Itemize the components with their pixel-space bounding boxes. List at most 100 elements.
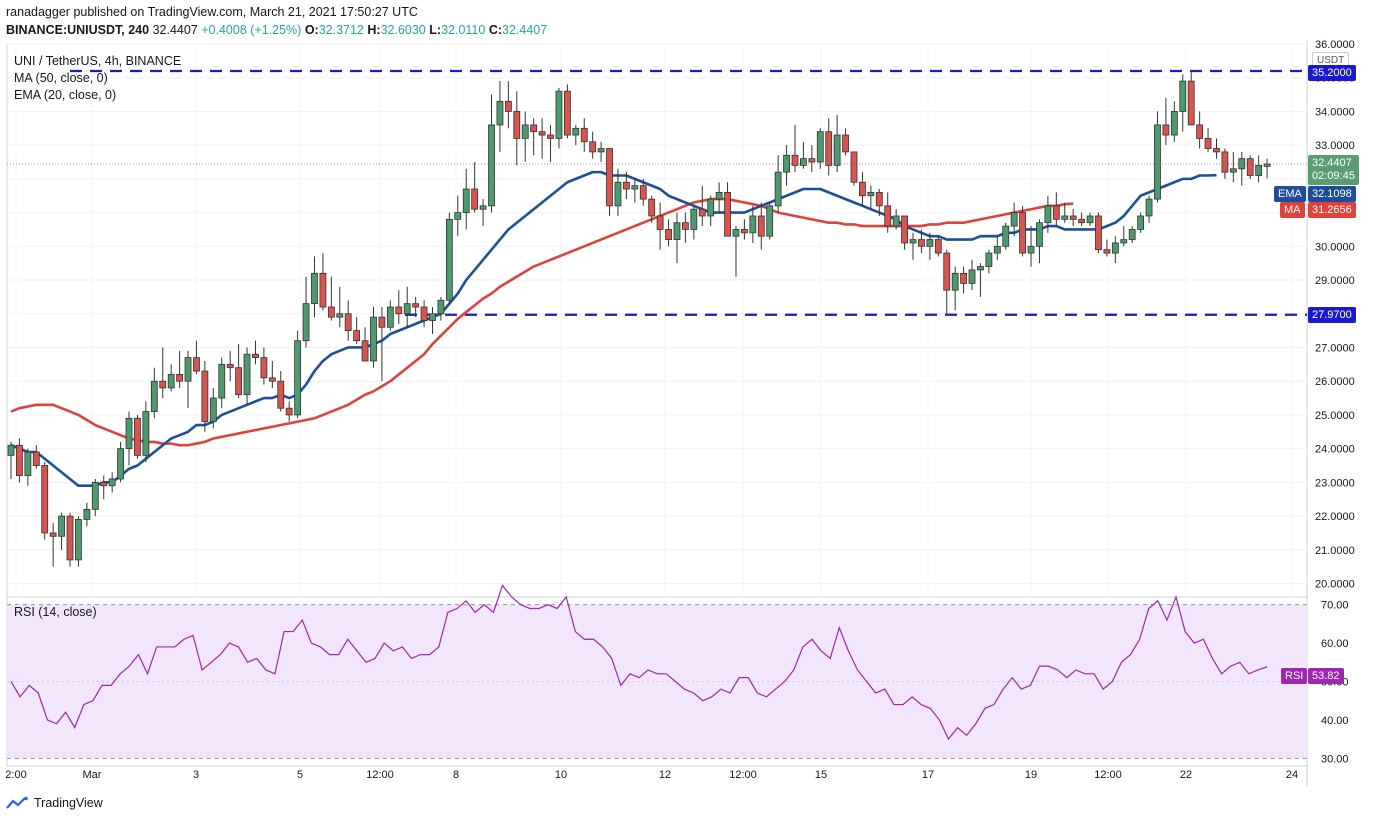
symbol-ohlc-line: BINANCE:UNIUSDT, 240 32.4407 +0.4008 (+1…	[6, 23, 547, 37]
high-value: 32.6030	[380, 23, 426, 37]
candle-body	[597, 148, 605, 153]
candle-body	[184, 357, 192, 382]
candle-body	[16, 444, 23, 477]
candle-body	[386, 306, 394, 328]
candle-body	[1019, 212, 1026, 254]
ema-value-tag: 32.1098	[1308, 186, 1356, 202]
candle-body	[951, 272, 959, 291]
legend-ma[interactable]: MA (50, close, 0)	[14, 71, 108, 85]
last-price-tag: 32.4407 02:09:45	[1308, 155, 1359, 185]
candle-body	[150, 380, 158, 412]
candle-body	[741, 229, 748, 234]
candle-body	[1137, 215, 1145, 230]
candle-body	[83, 508, 91, 520]
candle-body	[977, 266, 984, 271]
candle-body	[859, 181, 866, 197]
candle-body	[555, 90, 563, 139]
candle-body	[563, 90, 571, 136]
candle-body	[732, 229, 740, 237]
ema-line	[10, 170, 1217, 488]
high-label: H:	[367, 23, 381, 37]
candle-body	[985, 252, 993, 267]
price-tick-label: 23.0000	[1315, 477, 1355, 489]
publisher-name[interactable]: ranadagger	[6, 5, 70, 19]
brand-name: TradingView	[34, 796, 103, 810]
candle-body	[1128, 229, 1136, 240]
candle-body	[1179, 80, 1187, 112]
price-change: +0.4008 (+1.25%)	[201, 23, 302, 37]
candle-body	[176, 374, 184, 382]
candle-body	[134, 417, 141, 456]
candle-body	[1229, 168, 1237, 173]
candle-body	[757, 215, 765, 237]
candle-body	[1027, 245, 1035, 254]
candle-body	[302, 303, 310, 342]
candle-body	[724, 191, 731, 237]
candle-body	[319, 272, 327, 308]
candle-body	[1213, 148, 1220, 153]
candle-body	[1095, 215, 1102, 251]
close-value: 32.4407	[502, 23, 548, 37]
candle-body	[1196, 124, 1204, 139]
time-tick-label: Mar	[83, 769, 102, 781]
publisher-line: ranadagger published on TradingView.com,…	[6, 5, 418, 19]
candle-body	[1061, 215, 1069, 220]
candle-body	[572, 127, 580, 136]
candle-body	[327, 306, 335, 318]
tradingview-brand[interactable]: TradingView	[6, 796, 103, 810]
candle-body	[462, 188, 470, 213]
candle-body	[1145, 198, 1153, 217]
price-tick-label: 20.0000	[1315, 579, 1355, 591]
candle-body	[243, 353, 251, 396]
tradingview-logo-icon	[6, 796, 28, 809]
candle-body	[867, 191, 875, 197]
candle-body	[445, 218, 453, 301]
ma-value-tag: 31.2656	[1308, 202, 1356, 218]
candle-body	[479, 205, 487, 210]
candle-body	[875, 191, 883, 207]
candle-body	[344, 313, 352, 332]
candle-body	[420, 306, 428, 321]
candle-body	[631, 185, 639, 190]
legend-rsi[interactable]: RSI (14, close)	[14, 605, 97, 619]
legend-title[interactable]: UNI / TetherUS, 4h, BINANCE	[14, 54, 182, 68]
candle-body	[58, 515, 65, 537]
candle-body	[1187, 80, 1195, 126]
open-label: O:	[304, 23, 319, 37]
candle-body	[800, 158, 807, 166]
open-value: 32.3712	[318, 23, 364, 37]
time-tick-label: 2:00	[5, 769, 26, 781]
candle-body	[7, 444, 15, 456]
candle-body	[268, 377, 276, 382]
candle-body	[1002, 225, 1010, 247]
ema-label-tag: EMA	[1274, 186, 1306, 202]
candle-body	[639, 185, 647, 200]
candle-body	[1036, 222, 1043, 247]
published-on: published on TradingView.com, March 21, …	[73, 5, 418, 19]
candle-body	[1246, 158, 1254, 176]
candle-body	[698, 208, 706, 217]
time-tick-label: 19	[1025, 769, 1037, 781]
candle-body	[774, 171, 782, 207]
price-pane	[6, 43, 1308, 598]
candle-body	[513, 111, 521, 139]
time-tick-label: 15	[815, 769, 827, 781]
support-tag: 27.9700	[1308, 307, 1356, 323]
candle-body	[934, 239, 942, 254]
time-tick-label: 5	[297, 769, 303, 781]
rsi-tick-label: 70.00	[1321, 600, 1349, 612]
candle-body	[193, 357, 200, 372]
symbol-name[interactable]: BINANCE:UNIUSDT, 240	[6, 23, 150, 37]
candle-body	[496, 100, 504, 126]
candle-body	[521, 124, 529, 139]
candle-body	[1238, 158, 1246, 170]
rsi-tick-label: 30.00	[1321, 753, 1349, 765]
candle-body	[682, 222, 689, 230]
candle-body	[715, 191, 723, 200]
legend-ema[interactable]: EMA (20, close, 0)	[14, 88, 117, 102]
candle-body	[218, 363, 226, 399]
candle-body	[1086, 215, 1094, 224]
candle-body	[75, 519, 82, 561]
candle-body	[429, 313, 436, 321]
